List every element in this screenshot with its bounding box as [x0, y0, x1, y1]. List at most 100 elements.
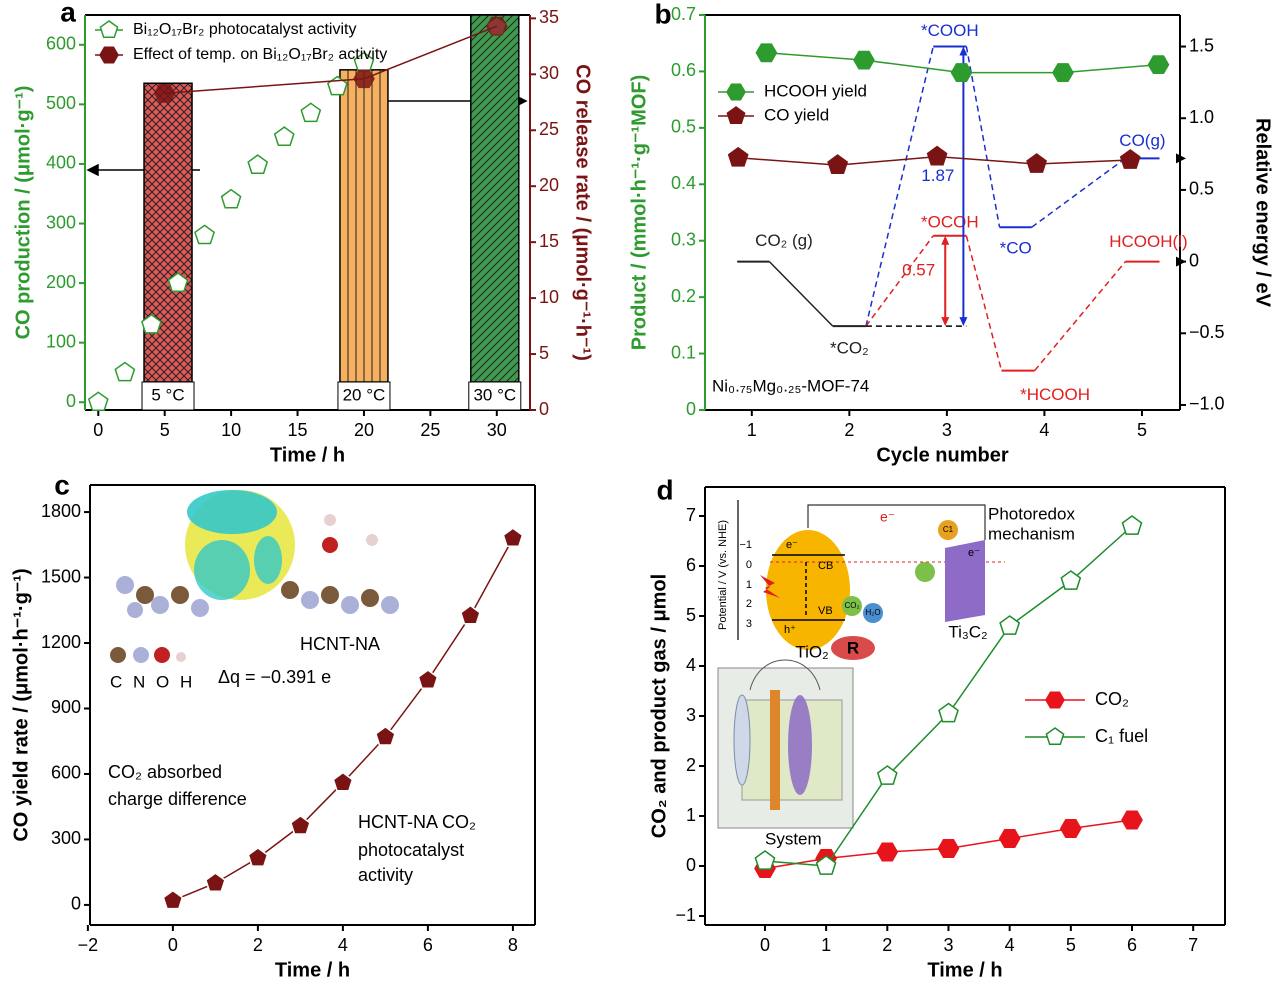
inset-title: Photoredox — [988, 504, 1075, 523]
y-tick-label: 1200 — [41, 632, 81, 652]
energy-connector — [1031, 157, 1126, 228]
inset-label: CO₂ — [844, 601, 859, 610]
marker — [999, 615, 1021, 635]
marker — [247, 847, 269, 867]
charge-blob — [194, 540, 250, 600]
inset-tick: −1 — [739, 539, 752, 551]
marker — [754, 850, 776, 870]
marker — [1052, 63, 1074, 82]
light — [760, 575, 780, 598]
x-tick-label: 5 — [160, 420, 170, 440]
y-tick-label: 500 — [46, 93, 76, 113]
marker — [853, 50, 875, 70]
y-tick-label: 400 — [46, 153, 76, 173]
charge-blob — [187, 490, 277, 534]
x-axis-label: Time / h — [270, 444, 345, 466]
y2-tick-label: 0 — [1189, 250, 1199, 270]
x-tick-label: −2 — [78, 935, 99, 955]
marker — [938, 702, 959, 723]
charge-label: Δq = −0.391 e — [218, 667, 331, 687]
energy-connector — [965, 235, 1003, 371]
tio2 — [766, 530, 850, 650]
arrow-head — [941, 317, 950, 327]
molecule — [915, 562, 935, 582]
x-tick-label: 6 — [423, 935, 433, 955]
x-axis-label: Cycle number — [876, 444, 1008, 466]
panel-letter: b — [654, 0, 671, 29]
y2-tick-label: 30 — [539, 63, 559, 83]
material-label: Ni₀.₇₅Mg₀.₂₅-MOF-74 — [712, 376, 869, 395]
y-tick-label: 7 — [686, 505, 696, 525]
inset-axis-label: Potential / V (vs. NHE) — [717, 520, 729, 630]
marker — [1147, 55, 1170, 75]
x-tick-label: 0 — [93, 420, 103, 440]
y-tick-label: 3 — [686, 705, 696, 725]
y-tick-label: 0 — [686, 399, 696, 419]
y-tick-label: 300 — [46, 212, 76, 232]
marker — [755, 43, 778, 63]
y-tick-label: 4 — [686, 655, 696, 675]
marker — [998, 829, 1021, 848]
y-tick-label: 100 — [46, 331, 76, 351]
marker — [417, 669, 439, 689]
marker — [205, 872, 226, 892]
marker — [153, 83, 176, 103]
texts-d: Photoredox mechanism e⁻ Potential / V (v… — [717, 504, 1076, 848]
x-axis-label: Time / h — [275, 959, 350, 981]
x-tick-label: 30 — [487, 420, 507, 440]
inset-label: HCNT-NA — [300, 634, 380, 654]
y-tick-label: 0.4 — [671, 173, 696, 193]
x-tick-label: 1 — [821, 935, 831, 955]
arrow-head — [959, 46, 968, 56]
energy-connector — [768, 261, 834, 327]
difference-label: 1.87 — [921, 166, 954, 185]
marker — [485, 16, 508, 36]
marker — [1026, 153, 1047, 173]
legend-marker — [99, 20, 119, 39]
legend-marker — [99, 46, 119, 64]
molecule-inset — [110, 490, 399, 663]
y-tick-label: 0.6 — [671, 60, 696, 80]
y-tick-label: 0.5 — [671, 117, 696, 137]
y2-axis-label: CO release rate / (μmol·g⁻¹·h⁻¹) — [572, 64, 594, 361]
inset-tick: 2 — [746, 598, 752, 610]
inset-label: Ti₃C₂ — [948, 622, 987, 641]
bar-label-box — [337, 381, 391, 411]
ti3c2 — [945, 540, 985, 622]
energy-connector — [865, 46, 934, 327]
marker — [827, 154, 849, 174]
y2-tick-label: 20 — [539, 175, 559, 195]
marker — [1060, 570, 1082, 590]
y-tick-label: 5 — [686, 605, 696, 625]
marker — [114, 361, 136, 382]
atom-legend: C N O H — [110, 672, 192, 691]
y-tick-label: 600 — [46, 34, 76, 54]
marker — [162, 889, 184, 910]
y-tick-label: 0 — [71, 894, 81, 914]
x-tick-label: 6 — [1127, 935, 1137, 955]
legend-label: HCOOH yield — [764, 81, 867, 100]
legend-label: C₁ fuel — [1095, 726, 1148, 746]
bar-label-box — [468, 381, 522, 411]
marker — [247, 154, 269, 174]
x-tick-label: 5 — [1137, 420, 1147, 440]
inset-label: e⁻ — [880, 509, 895, 525]
marker — [375, 725, 396, 746]
energy-label: CO(g) — [1119, 131, 1165, 150]
atoms — [110, 514, 399, 663]
x-tick-label: 8 — [508, 935, 518, 955]
y-axis-label: CO yield rate / (μmol·h⁻¹·g⁻¹) — [10, 568, 32, 841]
y-tick-label: 0 — [66, 391, 76, 411]
inset-tick: 3 — [746, 618, 752, 630]
axis-pointer — [1176, 153, 1186, 164]
difference-label: 0.57 — [902, 260, 935, 279]
panel-letter: d — [656, 474, 673, 505]
marker — [926, 145, 948, 166]
legend-label: CO yield — [764, 105, 829, 124]
inset-label: System — [765, 829, 822, 848]
marker — [815, 855, 837, 875]
inset-tick: 0 — [746, 559, 752, 571]
molecule — [842, 596, 862, 616]
reductant — [831, 636, 875, 660]
marker — [502, 527, 524, 548]
